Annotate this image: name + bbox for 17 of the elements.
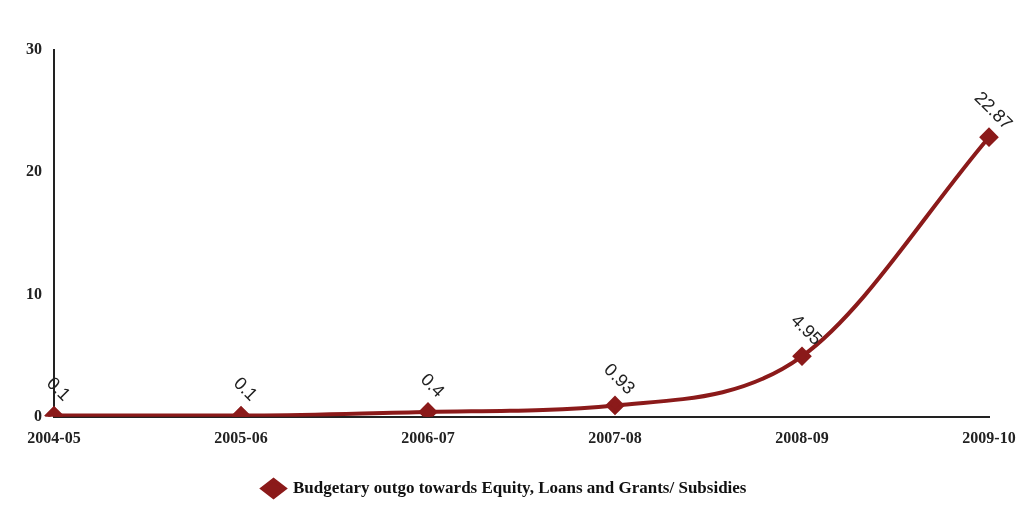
y-tick-label: 0 (34, 406, 42, 424)
x-tick-label: 2006-07 (401, 428, 455, 446)
data-label: 4.95 (787, 310, 827, 350)
y-tick-label: 20 (26, 162, 42, 180)
point (980, 128, 998, 147)
x-tick-label: 2005-06 (214, 428, 268, 446)
x-tick-label: 2007-08 (588, 428, 642, 446)
x-tick-label: 2009-10 (962, 428, 1016, 446)
y-tick-label: 10 (26, 284, 42, 302)
x-tick-label: 2008-09 (775, 428, 829, 446)
x-tick-label: 2004-05 (27, 428, 81, 446)
point (419, 402, 437, 417)
data-label: 0.93 (600, 359, 640, 399)
y-tick-label: 30 (26, 40, 42, 58)
legend-label: Budgetary outgo towards Equity, Loans and Grants/ Subsidies (293, 477, 747, 497)
data-label: 0.4 (416, 369, 449, 402)
data-label: 0.1 (229, 372, 262, 405)
